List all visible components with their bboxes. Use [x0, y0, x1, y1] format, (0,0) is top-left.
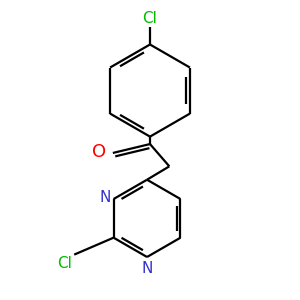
- Text: Cl: Cl: [142, 11, 158, 26]
- Text: N: N: [99, 190, 111, 205]
- Text: N: N: [141, 261, 153, 276]
- Text: Cl: Cl: [57, 256, 72, 271]
- Text: O: O: [92, 143, 106, 161]
